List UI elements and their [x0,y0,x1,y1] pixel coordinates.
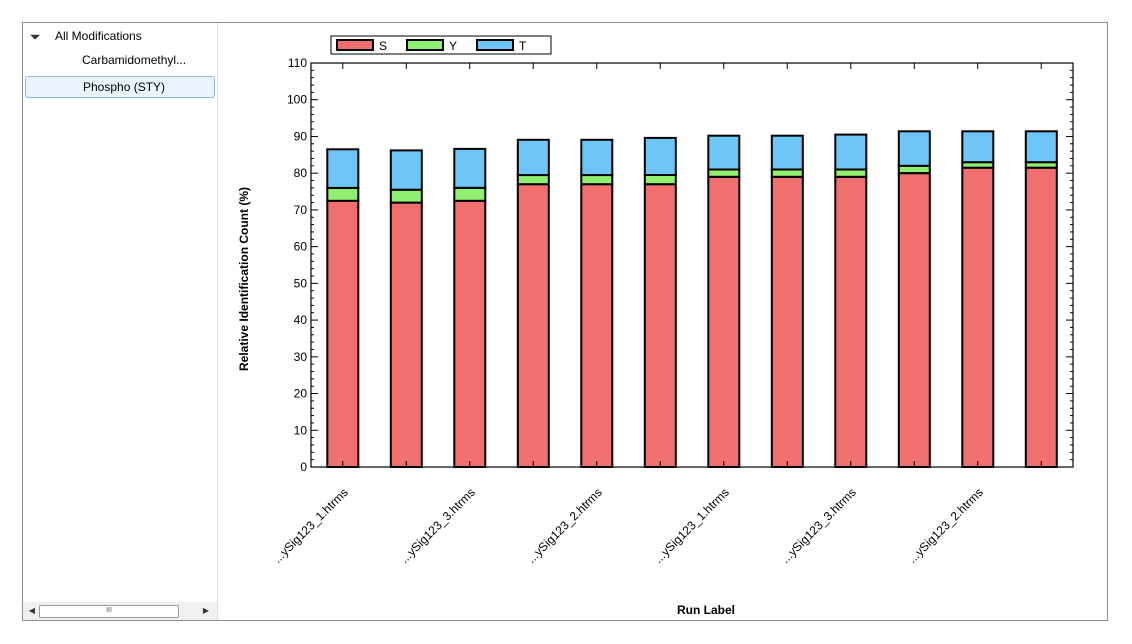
bar-segment-y-10 [897,164,931,175]
bar-segment-y-7 [707,168,741,178]
bar-segment-t-5 [580,138,614,177]
tree-root-all-modifications[interactable]: ◢ All Modifications [29,27,142,45]
plot-area [310,62,1074,468]
bar-segment-t-7 [707,134,741,171]
y-tick-label: 50 [294,276,308,290]
legend-label-t: T [519,39,527,53]
x-tick-label: ...ySig123_1.htrms [651,485,732,566]
bar-segment-s-5 [580,183,614,468]
bar-segment-s-4 [516,183,550,468]
x-tick-label: ...ySig123_3.htrms [778,485,859,566]
bar-segment-y-3 [453,186,487,202]
legend-label-y: Y [449,39,457,53]
y-axis-title: Relative Identification Count (%) [237,187,251,371]
bar-segment-t-11 [961,130,995,164]
y-tick-label: 30 [294,350,308,364]
bar-segment-s-6 [643,183,677,468]
y-tick-label: 60 [294,240,308,254]
y-tick-label: 40 [294,313,308,327]
scroll-thumb[interactable]: III [39,605,179,618]
modification-tree: ◢ All Modifications Carbamidomethyl... P… [23,23,218,620]
bar-segment-t-3 [453,147,487,189]
tree-item-phospho-sty[interactable]: Phospho (STY) [25,76,215,98]
bar-segment-y-1 [326,186,360,202]
x-tick-label: ...ySig123_2.htrms [524,485,605,566]
legend-label-s: S [379,39,387,53]
scroll-right-arrow-icon[interactable]: ▶ [202,606,210,615]
y-tick-label: 90 [294,129,308,143]
bar-segment-t-12 [1024,130,1058,164]
x-tick-label: ...ySig123_2.htrms [905,485,986,566]
bar-segment-t-4 [516,138,550,177]
tree-root-label: All Modifications [55,29,142,43]
bar-segment-y-5 [580,174,614,186]
y-tick-label: 20 [294,387,308,401]
chart-window: ◢ All Modifications Carbamidomethyl... P… [22,22,1108,621]
bar-segment-t-1 [326,148,360,189]
tree-item-carbamidomethyl[interactable]: Carbamidomethyl... [25,49,215,71]
bar-segment-s-7 [707,175,741,468]
bar-segment-y-8 [770,168,804,178]
bar-segment-y-6 [643,174,677,186]
legend-swatch-s [336,39,374,51]
stacked-bar-chart: S Y T 0 10 20 30 40 50 60 70 80 90 100 110 ...ySig123… [237,35,1074,617]
collapse-triangle-icon[interactable]: ◢ [29,27,42,40]
y-tick-label: 80 [294,166,308,180]
x-axis-title: Run Label [677,603,735,617]
bar-segment-s-11 [961,166,995,468]
y-tick-label: 70 [294,203,308,217]
bar-segment-y-2 [389,188,423,204]
bar-segment-s-1 [326,199,360,468]
bar-segment-t-2 [389,149,423,191]
bar-segment-s-10 [897,172,931,468]
y-axis: 0 10 20 30 40 50 60 70 80 90 100 110 [287,56,1073,474]
bar-segment-t-8 [770,134,804,171]
x-tick-label: ...ySig123_1.htrms [270,485,351,566]
legend-swatch-t [476,39,514,51]
tree-item-label: Carbamidomethyl... [82,53,187,67]
bar-segment-s-9 [834,175,868,468]
bar-segment-t-10 [897,130,931,167]
bar-segment-t-6 [643,136,677,176]
chart-area: S Y T 0 10 20 30 40 50 60 70 80 90 100 110 ...ySig123… [218,23,1107,620]
scroll-left-arrow-icon[interactable]: ◀ [28,606,36,615]
y-tick-label: 0 [300,460,307,474]
bar-segment-t-9 [834,133,868,171]
bar-segment-s-3 [453,199,487,468]
bar-segment-s-12 [1024,166,1058,468]
y-tick-label: 100 [287,93,307,107]
bar-segment-s-8 [770,175,804,468]
x-tick-label: ...ySig123_3.htrms [397,485,478,566]
tree-item-label: Phospho (STY) [83,80,166,94]
bar-segment-s-2 [389,201,423,468]
y-tick-label: 10 [294,423,308,437]
bar-segment-y-9 [834,168,868,178]
bar-segment-y-4 [516,174,550,186]
legend-swatch-y [406,39,444,51]
horizontal-scrollbar[interactable]: ◀ III ▶ [23,602,217,620]
y-tick-label: 110 [288,56,307,70]
plot-border [310,62,1074,468]
